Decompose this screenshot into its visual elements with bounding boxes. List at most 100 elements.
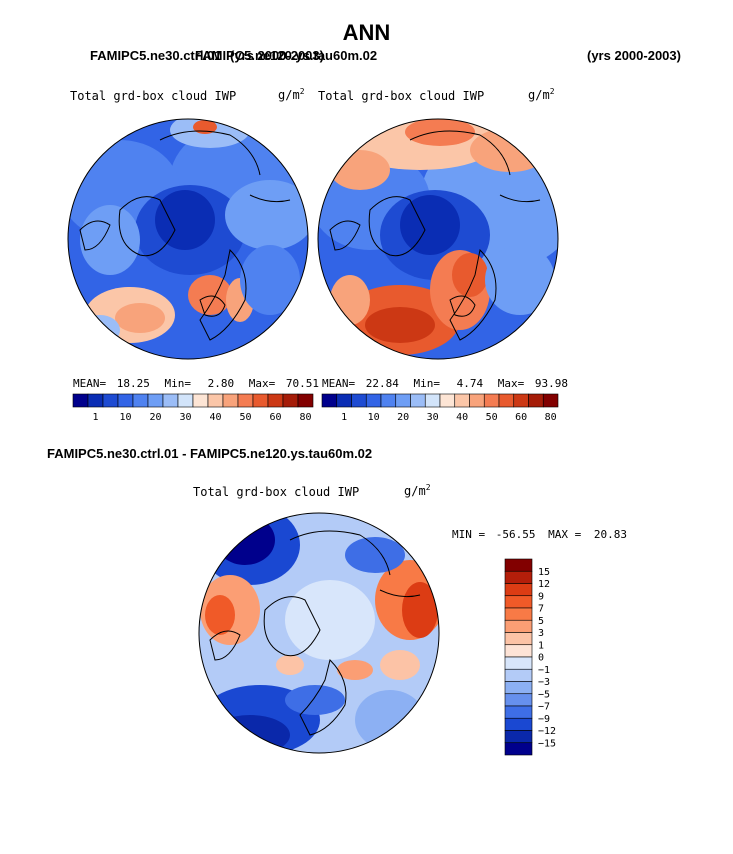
panel2-mean-label: MEAN=: [322, 377, 356, 390]
colorbar-swatch: [102, 393, 119, 408]
panel1-colorbar: 1 10 20 30 40 50 60 80: [72, 393, 314, 423]
colorbar-swatch: [498, 393, 515, 408]
panel1-min-value: 2.80: [207, 377, 235, 390]
colorbar-swatch: [513, 393, 529, 408]
panel2-colorbar: 1 10 20 30 40 50 60 80: [321, 393, 559, 423]
colorbar-swatch: [267, 393, 284, 408]
colorbar-swatch: [321, 393, 338, 408]
colorbar-swatch: [336, 393, 352, 408]
colorbar-swatch: [504, 607, 533, 621]
colorbar-tick-label: 20: [397, 412, 409, 423]
colorbar-swatch: [504, 705, 533, 719]
colorbar-tick-label: −9: [538, 714, 550, 725]
panel2-max-value: 93.98: [534, 377, 568, 390]
panel2-max-label: Max=: [497, 377, 525, 390]
colorbar-swatch: [439, 393, 456, 408]
colorbar-swatch: [237, 393, 254, 408]
colorbar-swatch: [395, 393, 411, 408]
colorbar-tick-label: −7: [538, 702, 550, 713]
panel3-map: [199, 513, 439, 753]
colorbar-swatch: [351, 393, 367, 408]
colorbar-tick-label: −5: [538, 689, 550, 700]
colorbar-tick-label: 60: [515, 412, 527, 423]
colorbar-swatch: [222, 393, 239, 408]
panel1-min-label: Min=: [164, 377, 192, 390]
colorbar-swatch: [504, 570, 533, 584]
colorbar-tick-label: 20: [149, 412, 161, 423]
colorbar-swatch: [117, 393, 134, 408]
colorbar-swatch: [454, 393, 470, 408]
colorbar-tick-label: 10: [119, 412, 131, 423]
colorbar-tick-label: 7: [538, 604, 544, 615]
colorbar-swatch: [504, 668, 533, 682]
panel1-max-value: 70.51: [285, 377, 319, 390]
colorbar-tick-label: 50: [486, 412, 498, 423]
colorbar-swatch: [177, 393, 194, 408]
colorbar-swatch: [504, 656, 533, 670]
panel3-min-value: -56.55: [495, 528, 536, 541]
colorbar-swatch: [528, 393, 544, 408]
colorbar-swatch: [504, 583, 533, 597]
colorbar-swatch: [297, 393, 314, 408]
panel1-title: Total grd-box cloud IWP: [70, 89, 237, 103]
panel1-max-label: Max=: [248, 377, 276, 390]
left-years-label: (yrs 2000-2003): [230, 48, 324, 63]
panel3-stats: MIN = -56.55 MAX = 20.83: [452, 528, 627, 541]
panel1-units: g/m2: [278, 87, 305, 102]
colorbar-swatch: [504, 632, 533, 646]
colorbar-swatch: [365, 393, 382, 408]
right-years-label: (yrs 2000-2003): [587, 48, 681, 63]
panel2-min-value: 4.74: [456, 377, 484, 390]
colorbar-tick-label: 40: [209, 412, 221, 423]
panel3-title: Total grd-box cloud IWP: [193, 485, 360, 499]
colorbar-swatch: [192, 393, 209, 408]
colorbar-swatch: [87, 393, 104, 408]
panel2-stats: MEAN= 22.84 Min= 4.74 Max= 93.98: [322, 377, 568, 390]
colorbar-tick-label: 1: [92, 412, 98, 423]
colorbar-tick-label: 12: [538, 579, 550, 590]
colorbar-tick-label: 3: [538, 628, 544, 639]
colorbar-swatch: [504, 595, 533, 609]
colorbar-swatch: [252, 393, 269, 408]
colorbar-tick-label: 10: [368, 412, 380, 423]
colorbar-swatch: [504, 730, 533, 744]
colorbar-swatch: [147, 393, 164, 408]
colorbar-swatch: [504, 619, 533, 633]
panel2-units: g/m2: [528, 87, 555, 102]
colorbar-swatch: [469, 393, 485, 408]
panel3-max-label: MAX =: [548, 528, 582, 541]
colorbar-swatch: [132, 393, 149, 408]
colorbar-tick-label: 60: [269, 412, 281, 423]
colorbar-swatch: [162, 393, 179, 408]
panel2-map: [318, 119, 558, 359]
colorbar-swatch: [207, 393, 224, 408]
panel1-mean-label: MEAN=: [73, 377, 107, 390]
colorbar-swatch: [504, 693, 533, 707]
colorbar-tick-label: 1: [538, 640, 544, 651]
panel2-mean-value: 22.84: [365, 377, 399, 390]
colorbar-tick-label: −12: [538, 726, 556, 737]
panel3-min-label: MIN =: [452, 528, 486, 541]
panel1-mean-value: 18.25: [116, 377, 150, 390]
diff-case-label: FAMIPC5.ne30.ctrl.01 - FAMIPC5.ne120.ys.…: [47, 446, 373, 461]
colorbar-tick-label: 1: [341, 412, 347, 423]
colorbar-swatch: [504, 644, 533, 658]
colorbar-swatch: [424, 393, 441, 408]
panel3-max-value: 20.83: [593, 528, 627, 541]
colorbar-tick-label: 30: [427, 412, 439, 423]
right-case-label: FAMIPC5.ne120.ys.tau60m.02: [195, 48, 378, 63]
colorbar-tick-label: 9: [538, 591, 544, 602]
panel2-min-label: Min=: [413, 377, 441, 390]
panel1-map-border: [67, 118, 309, 360]
colorbar-tick-label: 80: [299, 412, 311, 423]
colorbar-swatch: [504, 742, 533, 756]
panel1-map: [68, 119, 308, 359]
panel3-map-border: [198, 512, 440, 754]
colorbar-swatch: [72, 393, 89, 408]
colorbar-tick-label: −15: [538, 738, 556, 749]
colorbar-swatch: [410, 393, 426, 408]
panel1-stats: MEAN= 18.25 Min= 2.80 Max= 70.51: [73, 377, 319, 390]
colorbar-tick-label: −1: [538, 665, 550, 676]
